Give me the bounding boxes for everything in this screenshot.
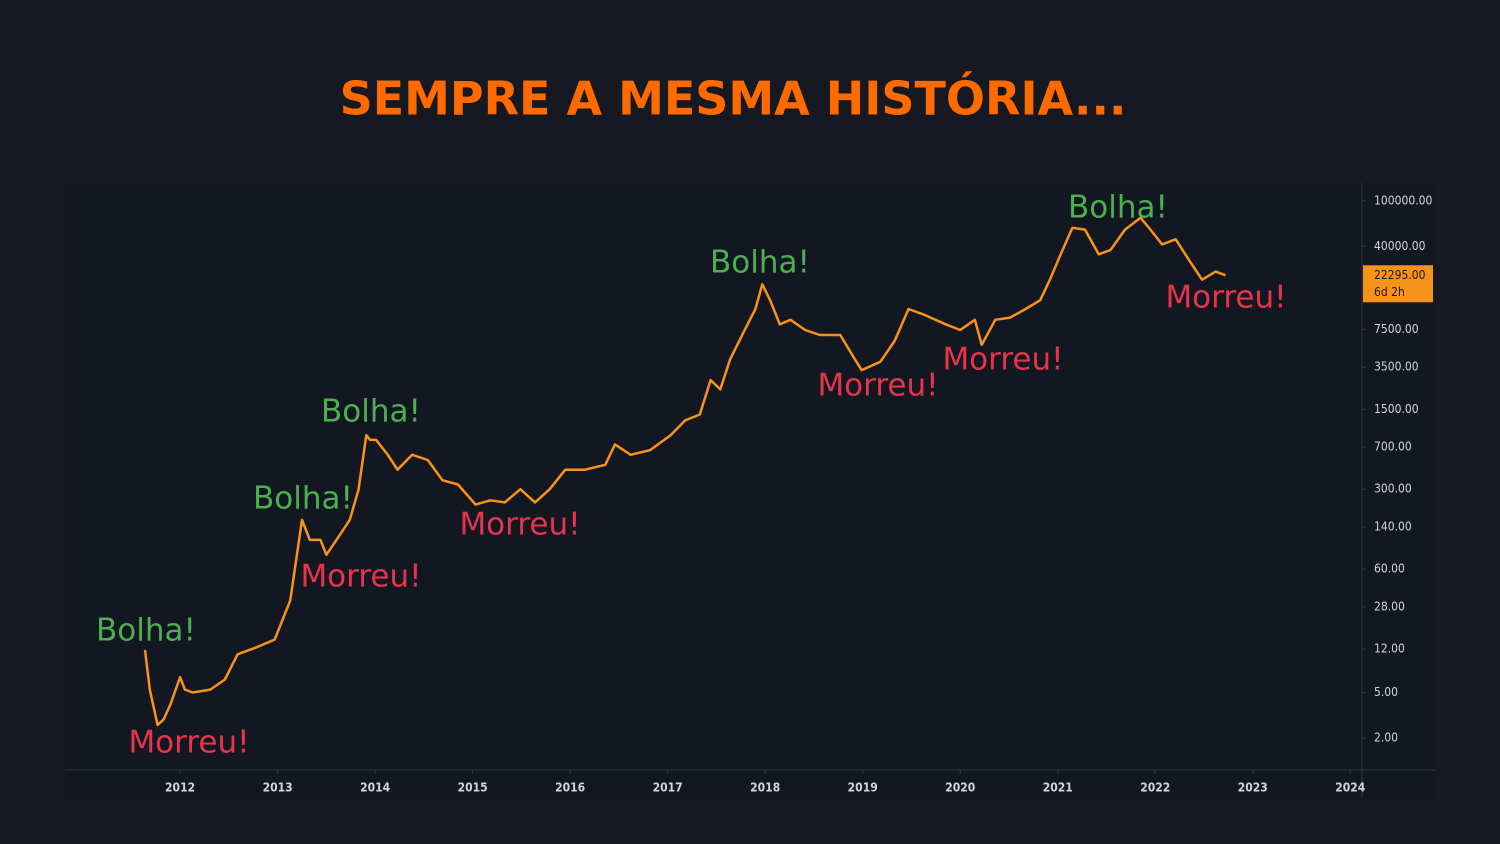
annotation: Bolha! [96, 613, 196, 649]
y-tick-label: 40000.00 [1374, 239, 1426, 253]
price-tag-countdown: 6d 2h [1374, 285, 1405, 299]
y-tick-label: 12.00 [1374, 642, 1405, 656]
price-tag-label: 22295.00 [1374, 268, 1426, 282]
annotation: Morreu! [300, 559, 421, 595]
y-tick-label: 3500.00 [1374, 360, 1419, 374]
y-tick-label: 7500.00 [1374, 322, 1419, 336]
y-tick-label: 100000.00 [1374, 193, 1432, 207]
annotation: Bolha! [1068, 190, 1168, 226]
plot-area [65, 183, 1435, 798]
x-tick-label: 2014 [360, 781, 391, 795]
x-tick-label: 2019 [848, 781, 878, 795]
annotation: Bolha! [321, 394, 421, 430]
annotation: Morreu! [1165, 280, 1286, 316]
annotation: Bolha! [710, 245, 810, 281]
y-tick-label: 28.00 [1374, 599, 1405, 613]
y-tick-label: 1500.00 [1374, 402, 1419, 416]
annotation: Morreu! [942, 342, 1063, 378]
x-tick-label: 2012 [165, 781, 195, 795]
annotation: Morreu! [459, 507, 580, 543]
y-tick-label: 700.00 [1374, 440, 1412, 454]
x-tick-label: 2022 [1140, 781, 1170, 795]
x-tick-label: 2023 [1238, 781, 1268, 795]
x-tick-label: 2015 [458, 781, 488, 795]
x-tick-label: 2017 [653, 781, 683, 795]
price-tag [1363, 265, 1433, 303]
annotation: Bolha! [253, 481, 353, 517]
x-tick-label: 2018 [750, 781, 780, 795]
x-tick-label: 2016 [555, 781, 585, 795]
y-tick-label: 300.00 [1374, 482, 1412, 496]
annotation: Morreu! [817, 368, 938, 404]
x-tick-label: 2013 [263, 781, 293, 795]
chart-title: SEMPRE A MESMA HISTÓRIA... [340, 72, 1127, 126]
y-tick-label: 5.00 [1374, 685, 1398, 699]
x-tick-label: 2024 [1335, 781, 1366, 795]
x-tick-label: 2021 [1043, 781, 1073, 795]
x-tick-label: 2020 [945, 781, 975, 795]
annotation: Morreu! [128, 725, 249, 761]
price-line [143, 216, 1226, 727]
y-tick-label: 60.00 [1374, 562, 1405, 576]
y-tick-label: 2.00 [1374, 731, 1398, 745]
y-tick-label: 140.00 [1374, 520, 1412, 534]
